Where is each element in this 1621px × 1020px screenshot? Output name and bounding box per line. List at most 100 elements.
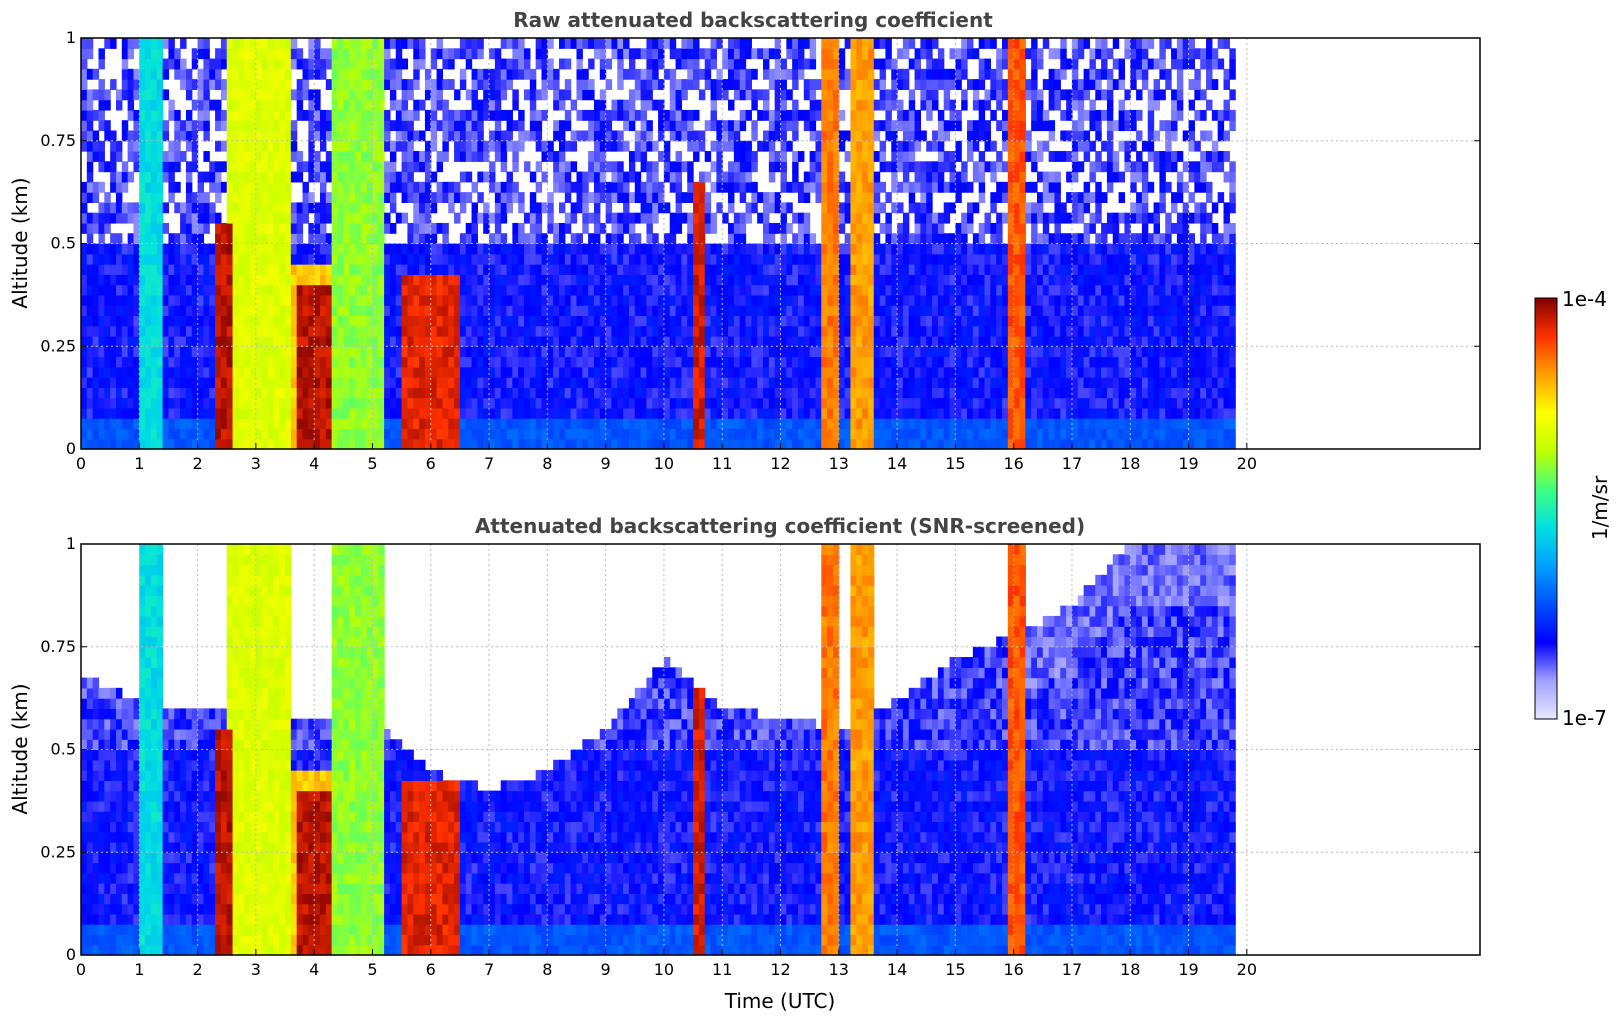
- heatmap-cell: [693, 151, 700, 162]
- heatmap-cell: [780, 222, 787, 234]
- heatmap-cell: [879, 366, 887, 378]
- heatmap-cell: [815, 264, 822, 275]
- heatmap-cell: [570, 140, 578, 152]
- heatmap-cell: [867, 366, 875, 378]
- heatmap-cell: [524, 264, 531, 275]
- heatmap-cell: [576, 346, 583, 358]
- heatmap-cell: [302, 387, 309, 399]
- heatmap-cell: [885, 294, 892, 306]
- heatmap-cell: [541, 335, 548, 347]
- heatmap-cell: [413, 315, 420, 327]
- heatmap-cell: [384, 171, 391, 183]
- heatmap-cell: [611, 212, 618, 224]
- heatmap-cell: [827, 68, 834, 80]
- heatmap-cell: [448, 48, 455, 60]
- heatmap-cell: [891, 335, 898, 347]
- heatmap-cell: [180, 366, 187, 378]
- heatmap-cell: [541, 68, 548, 80]
- heatmap-cell: [436, 397, 444, 409]
- heatmap-cell: [395, 99, 403, 111]
- heatmap-cell: [867, 109, 875, 121]
- heatmap-cell: [185, 140, 193, 152]
- heatmap-cell: [395, 171, 403, 183]
- heatmap-cell: [185, 356, 193, 368]
- heatmap-cell: [809, 48, 817, 60]
- heatmap-cell: [850, 274, 857, 286]
- heatmap-cell: [203, 377, 210, 388]
- heatmap-cell: [86, 99, 94, 111]
- heatmap-cell: [710, 325, 717, 337]
- heatmap-cell: [489, 294, 496, 306]
- heatmap-cell: [232, 171, 239, 183]
- heatmap-cell: [150, 407, 158, 419]
- heatmap-cell: [803, 428, 811, 440]
- heatmap-cell: [477, 325, 484, 337]
- heatmap-cell: [588, 120, 595, 132]
- heatmap-cell: [489, 377, 496, 388]
- heatmap-cell: [185, 428, 193, 440]
- heatmap-cell: [786, 222, 793, 234]
- heatmap-cell: [815, 99, 822, 111]
- heatmap-cell: [401, 99, 409, 111]
- heatmap-cell: [337, 192, 344, 204]
- heatmap-cell: [180, 274, 187, 286]
- heatmap-cell: [185, 325, 193, 337]
- heatmap-cell: [873, 212, 881, 224]
- heatmap-cell: [827, 356, 834, 368]
- heatmap-cell: [349, 38, 356, 49]
- heatmap-cell: [384, 438, 391, 450]
- heatmap-cell: [529, 438, 537, 450]
- heatmap-cell: [203, 89, 210, 101]
- heatmap-cell: [518, 397, 525, 409]
- heatmap-cell: [652, 99, 659, 111]
- heatmap-cell: [722, 356, 729, 368]
- heatmap-cell: [745, 387, 752, 399]
- heatmap-cell: [203, 428, 210, 440]
- heatmap-cell: [215, 438, 222, 450]
- heatmap-cell: [250, 305, 257, 317]
- heatmap-cell: [862, 377, 869, 388]
- heatmap-cell: [535, 233, 543, 245]
- heatmap-cell: [797, 335, 805, 347]
- heatmap-cell: [512, 418, 519, 430]
- heatmap-cell: [180, 243, 187, 255]
- heatmap-cell: [891, 171, 898, 183]
- heatmap-cell: [605, 284, 613, 296]
- heatmap-cell: [250, 171, 257, 183]
- heatmap-cell: [669, 68, 677, 80]
- heatmap-cell: [354, 233, 362, 245]
- heatmap-cell: [110, 428, 117, 440]
- heatmap-cell: [832, 202, 840, 214]
- heatmap-cell: [197, 356, 205, 368]
- heatmap-cell: [599, 397, 607, 409]
- heatmap-cell: [739, 418, 747, 430]
- heatmap-cell: [518, 130, 525, 142]
- heatmap-cell: [652, 366, 659, 378]
- heatmap-cell: [780, 264, 787, 275]
- heatmap-cell: [343, 438, 350, 450]
- heatmap-cell: [162, 325, 170, 337]
- heatmap-cell: [512, 397, 519, 409]
- heatmap-cell: [524, 212, 531, 224]
- heatmap-cell: [372, 315, 379, 327]
- heatmap-cell: [133, 68, 140, 80]
- heatmap-cell: [366, 284, 374, 296]
- heatmap-cell: [203, 130, 210, 142]
- heatmap-cell: [524, 274, 531, 286]
- heatmap-cell: [838, 253, 846, 265]
- heatmap-cell: [658, 253, 665, 265]
- heatmap-cell: [856, 356, 863, 368]
- heatmap-cell: [739, 325, 747, 337]
- heatmap-cell: [763, 202, 770, 214]
- heatmap-cell: [739, 397, 747, 409]
- heatmap-cell: [500, 181, 508, 193]
- heatmap-cell: [360, 335, 368, 347]
- heatmap-cell: [191, 99, 199, 111]
- heatmap-cell: [203, 438, 210, 450]
- heatmap-cell: [320, 356, 327, 368]
- heatmap-cell: [827, 315, 834, 327]
- heatmap-cell: [267, 264, 274, 275]
- heatmap-cell: [203, 68, 210, 80]
- heatmap-cell: [139, 407, 146, 419]
- heatmap-cell: [442, 438, 449, 450]
